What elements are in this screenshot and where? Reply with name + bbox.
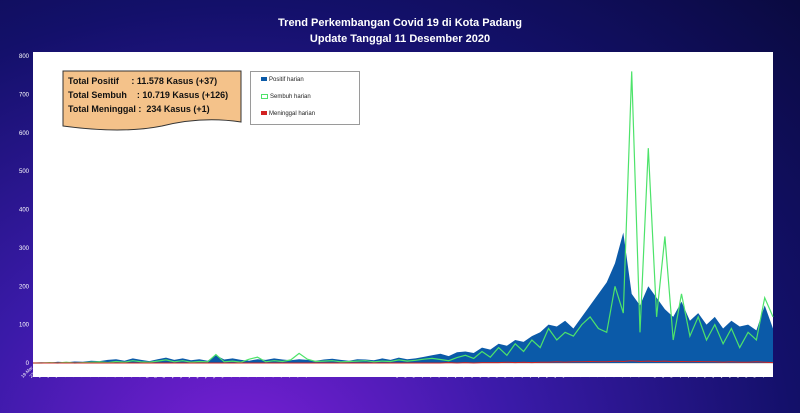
summary-positif: Total Positif : 11.578 Kasus (+37) <box>68 76 218 86</box>
legend-swatch-meninggal <box>261 111 267 116</box>
y-tick-label: 500 <box>19 169 30 175</box>
y-tick-label: 700 <box>19 92 30 98</box>
y-tick-label: 200 <box>19 284 30 290</box>
legend-label-positif: Positif harian <box>269 77 304 83</box>
legend: Positif harian Sembuh harian Meninggal h… <box>250 71 360 125</box>
chart-svg: 800700600500400300200100019-Mar22-Mar25-… <box>19 54 774 379</box>
x-tick-label: 11-Jul <box>338 365 350 377</box>
legend-label-sembuh: Sembuh harian <box>270 94 311 101</box>
y-tick-label: 600 <box>19 131 30 137</box>
legend-label-meninggal: Meninggal harian <box>269 111 316 117</box>
legend-item-positif: Positif harian <box>261 77 304 83</box>
series-area-positif <box>33 232 773 363</box>
series-line-meninggal <box>33 360 774 364</box>
y-tick-label: 400 <box>19 208 30 214</box>
summary-box: Total Positif : 11.578 Kasus (+37) Total… <box>62 70 242 132</box>
summary-sembuh: Total Sembuh : 10.719 Kasus (+126) <box>68 90 229 100</box>
y-tick-label: 800 <box>19 54 30 60</box>
legend-swatch-sembuh <box>261 94 268 99</box>
summary-shape <box>62 70 242 131</box>
legend-item-meninggal: Meninggal harian <box>261 111 315 117</box>
series-line-sembuh <box>33 71 774 364</box>
summary-meninggal: Total Meninggal : 234 Kasus (+1) <box>68 104 210 114</box>
legend-swatch-positif <box>261 77 267 82</box>
y-tick-label: 0 <box>26 361 30 367</box>
legend-item-sembuh: Sembuh harian <box>261 94 311 100</box>
y-tick-label: 100 <box>19 323 30 329</box>
chart-title: Trend Perkembangan Covid 19 di Kota Pada… <box>278 17 522 29</box>
chart-subtitle: Update Tanggal 11 Desember 2020 <box>309 33 491 45</box>
y-tick-label: 300 <box>19 246 30 252</box>
